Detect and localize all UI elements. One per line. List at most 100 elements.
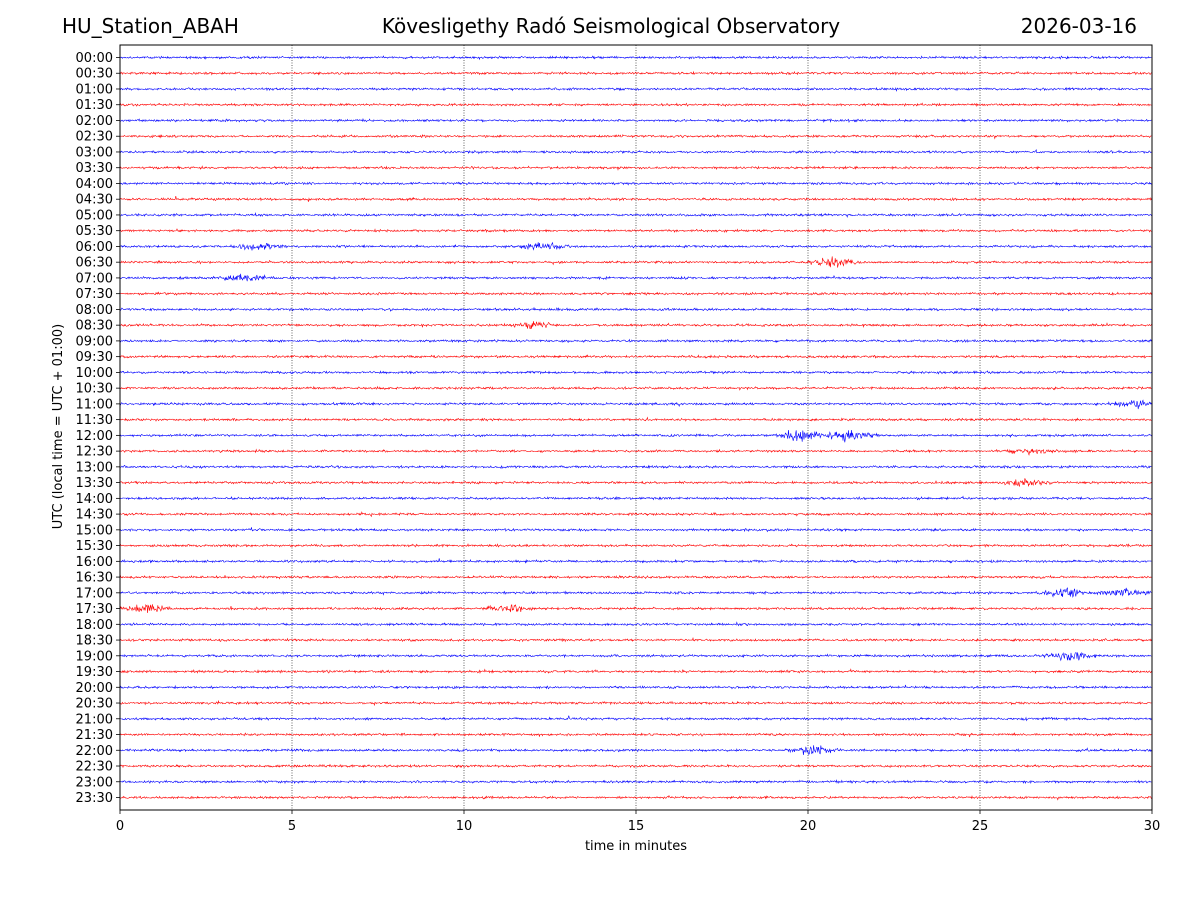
trace-1030: [119, 385, 1152, 391]
y-tick-label: 06:30: [76, 256, 113, 271]
y-tick-label: 16:30: [76, 571, 113, 586]
y-tick-label: 05:30: [76, 224, 113, 239]
observatory-title: Kövesligethy Radó Seismological Observat…: [381, 14, 841, 38]
trace-1830: [119, 637, 1152, 643]
y-tick-label: 19:00: [76, 649, 113, 664]
trace-2030: [119, 699, 1152, 707]
station-title: HU_Station_ABAH: [62, 14, 239, 38]
y-tick-label: 23:00: [76, 775, 113, 790]
trace-0830: [119, 321, 1152, 330]
trace-0230: [119, 133, 1152, 140]
trace-1900: [119, 651, 1152, 662]
y-tick-label: 07:00: [76, 271, 113, 286]
y-tick-label: 12:00: [76, 429, 113, 444]
y-tick-label: 01:30: [76, 98, 113, 113]
y-tick-label: 15:30: [76, 539, 113, 554]
trace-0300: [119, 149, 1152, 155]
trace-1600: [119, 558, 1152, 564]
y-tick-label: 08:30: [76, 319, 113, 334]
trace-1000: [119, 370, 1152, 375]
trace-1300: [119, 464, 1152, 470]
y-tick-label: 21:00: [76, 712, 113, 727]
trace-2130: [119, 732, 1152, 738]
axes: 00:0000:3001:0001:3002:0002:3003:0003:30…: [76, 44, 1160, 834]
trace-0200: [119, 118, 1152, 123]
seismogram-traces: [119, 55, 1152, 801]
y-tick-label: 04:30: [76, 193, 113, 208]
trace-0700: [119, 273, 1152, 282]
trace-0100: [119, 86, 1152, 92]
trace-1630: [119, 574, 1152, 580]
trace-2300: [119, 779, 1152, 785]
y-tick-label: 16:00: [76, 555, 113, 570]
trace-0600: [119, 241, 1152, 251]
y-tick-label: 03:00: [76, 145, 113, 160]
x-tick-label: 25: [972, 819, 989, 834]
trace-1800: [119, 621, 1152, 627]
trace-0500: [119, 212, 1152, 219]
trace-2000: [119, 684, 1152, 691]
x-tick-label: 5: [288, 819, 296, 834]
y-tick-label: 17:00: [76, 586, 113, 601]
trace-1200: [119, 430, 1152, 443]
y-tick-label: 10:00: [76, 366, 113, 381]
y-tick-label: 08:00: [76, 303, 113, 318]
y-tick-label: 10:30: [76, 382, 113, 397]
y-axis-label: UTC (local time = UTC + 01:00): [51, 324, 66, 529]
trace-0330: [119, 165, 1152, 171]
y-tick-label: 09:30: [76, 350, 113, 365]
y-tick-label: 11:00: [76, 397, 113, 412]
trace-2200: [119, 745, 1152, 756]
x-tick-label: 15: [628, 819, 645, 834]
y-tick-label: 01:00: [76, 82, 113, 97]
y-tick-label: 22:00: [76, 744, 113, 759]
y-tick-label: 05:00: [76, 208, 113, 223]
y-tick-label: 23:30: [76, 791, 113, 806]
y-tick-label: 02:30: [76, 130, 113, 145]
trace-1730: [119, 603, 1152, 614]
y-tick-label: 22:30: [76, 760, 113, 775]
trace-1230: [119, 448, 1152, 456]
y-tick-label: 06:00: [76, 240, 113, 255]
y-tick-label: 07:30: [76, 287, 113, 302]
trace-0430: [119, 195, 1152, 202]
trace-0900: [119, 338, 1152, 344]
trace-1530: [119, 543, 1152, 548]
trace-0130: [119, 102, 1152, 107]
trace-2230: [119, 763, 1152, 769]
trace-1500: [119, 527, 1152, 533]
x-tick-label: 10: [456, 819, 473, 834]
trace-0400: [119, 181, 1152, 186]
y-tick-label: 20:00: [76, 681, 113, 696]
y-tick-label: 18:30: [76, 634, 113, 649]
x-tick-label: 20: [800, 819, 817, 834]
y-tick-label: 11:30: [76, 413, 113, 428]
y-tick-label: 14:30: [76, 508, 113, 523]
y-tick-label: 03:30: [76, 161, 113, 176]
trace-0030: [119, 70, 1152, 76]
y-tick-label: 20:30: [76, 697, 113, 712]
y-tick-label: 02:00: [76, 114, 113, 129]
y-tick-label: 15:00: [76, 523, 113, 538]
trace-1330: [119, 478, 1152, 487]
trace-0800: [119, 306, 1152, 312]
y-tick-label: 04:00: [76, 177, 113, 192]
trace-0530: [119, 228, 1152, 234]
trace-1400: [119, 495, 1152, 501]
y-tick-label: 21:30: [76, 728, 113, 743]
trace-0000: [119, 55, 1152, 61]
trace-0630: [119, 256, 1152, 268]
y-tick-label: 12:30: [76, 445, 113, 460]
y-tick-label: 13:30: [76, 476, 113, 491]
x-axis-label: time in minutes: [585, 839, 687, 854]
trace-1700: [119, 587, 1152, 598]
grid-lines: [291, 45, 981, 810]
y-tick-label: 17:30: [76, 602, 113, 617]
trace-1130: [119, 416, 1152, 422]
trace-2100: [119, 715, 1152, 722]
y-tick-label: 13:00: [76, 460, 113, 475]
y-tick-label: 09:00: [76, 334, 113, 349]
trace-1100: [119, 399, 1152, 410]
y-tick-label: 14:00: [76, 492, 113, 507]
